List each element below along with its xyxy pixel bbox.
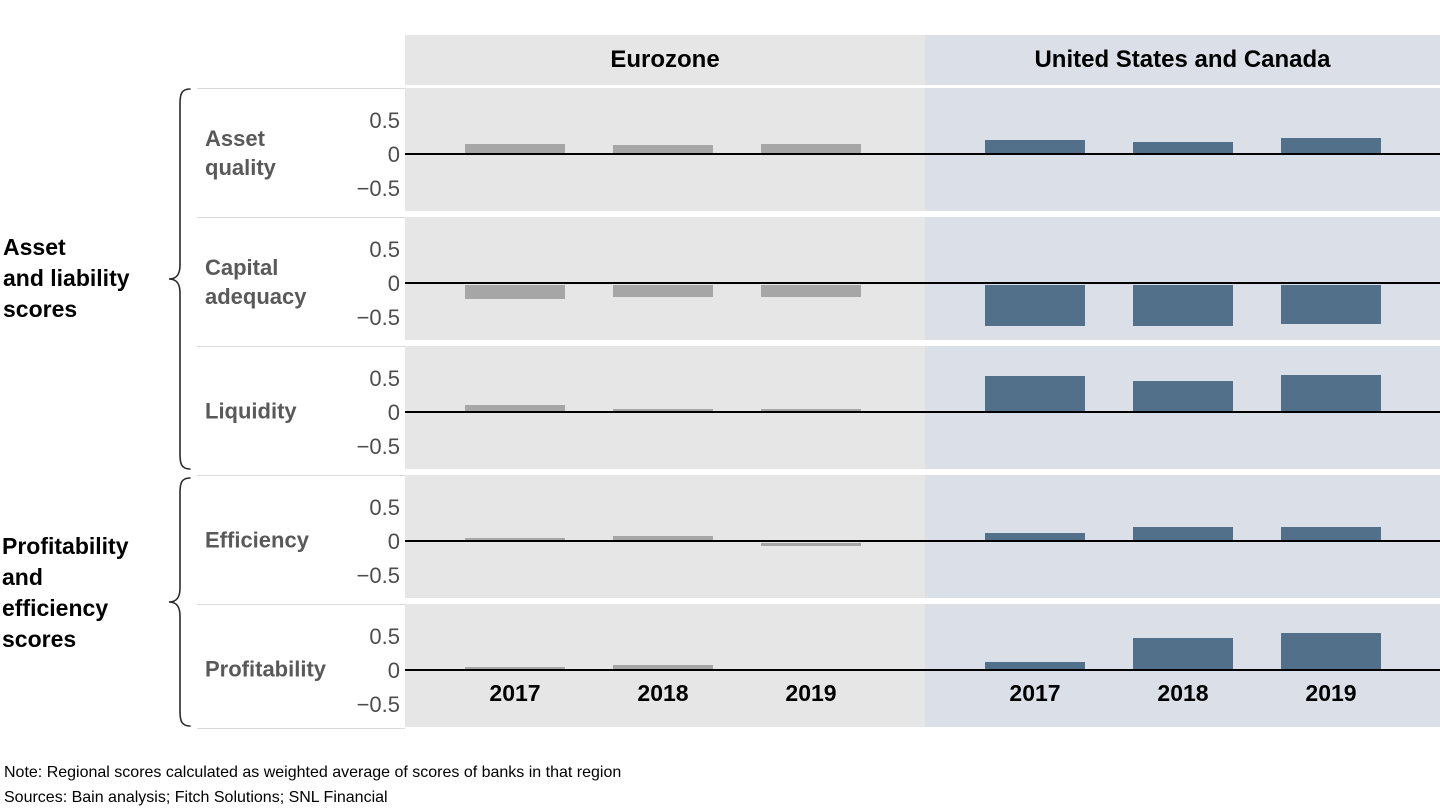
region-header-us-canada: United States and Canada [925, 35, 1440, 85]
row-label: Asset quality [205, 126, 276, 180]
y-tick-label: 0 [387, 400, 400, 425]
bar-us-canada-2019 [1281, 138, 1381, 154]
bar-us-canada-2019 [1281, 527, 1381, 541]
bar-us-canada-2017 [985, 140, 1085, 154]
bar-us-canada-2018 [1133, 527, 1233, 541]
eurozone-panel: 2017 2018 2019 [405, 604, 925, 727]
us-canada-panel [925, 217, 1440, 340]
metric-row-efficiency: Efficiency 0.5 0 −0.5 [0, 475, 1440, 599]
x-tick-year-2017: 2017 [1009, 680, 1061, 706]
eurozone-panel [405, 88, 925, 211]
curly-brace-asset-liability [168, 88, 191, 470]
group-label-asset-liability: Asset and liability scores [3, 234, 130, 322]
y-tick-label: −0.5 [356, 305, 400, 330]
zero-axis-line [405, 153, 1440, 155]
y-tick-label: 0 [387, 658, 400, 683]
row-label: Profitability [205, 656, 327, 682]
bar-us-canada-2019 [1281, 633, 1381, 670]
note-text: Note: Regional scores calculated as weig… [4, 764, 622, 781]
row-label: Efficiency [205, 527, 309, 553]
bar-us-canada-2018 [1133, 142, 1233, 154]
region-header-us-canada-label: United States and Canada [1034, 46, 1331, 73]
bar-eurozone-2018 [613, 409, 713, 412]
region-header-eurozone-label: Eurozone [610, 46, 720, 73]
y-tick-label: 0.5 [369, 624, 400, 649]
row-label: Capital adequacy [205, 255, 307, 309]
bar-eurozone-2017 [465, 144, 565, 154]
y-tick-label: 0 [387, 142, 400, 167]
bar-us-canada-2019 [1281, 375, 1381, 412]
y-tick-label: −0.5 [356, 692, 400, 717]
bar-eurozone-2017 [465, 667, 565, 670]
metric-row-asset-quality: Asset quality 0.5 0 −0.5 [0, 88, 1440, 212]
bar-eurozone-2019 [761, 285, 861, 297]
metric-row-capital-adequacy: Capital adequacy 0.5 0 −0.5 [0, 217, 1440, 341]
eurozone-panel [405, 475, 925, 598]
zero-axis-line [405, 411, 1440, 413]
bar-us-canada-2018 [1133, 381, 1233, 412]
y-tick-label: 0 [387, 529, 400, 554]
metric-row-liquidity: Liquidity 0.5 0 −0.5 [0, 346, 1440, 470]
y-tick-label: 0.5 [369, 495, 400, 520]
bar-eurozone-2018 [613, 285, 713, 297]
row-label-cell: Asset quality 0.5 0 −0.5 [197, 88, 405, 212]
y-tick-label: 0.5 [369, 237, 400, 262]
eurozone-panel [405, 346, 925, 469]
row-label-cell: Efficiency 0.5 0 −0.5 [197, 475, 405, 599]
x-tick-year-2019: 2019 [785, 680, 837, 706]
row-label: Liquidity [205, 398, 297, 424]
bar-eurozone-2017 [465, 538, 565, 541]
region-header-eurozone: Eurozone [405, 35, 925, 85]
zero-axis-line [405, 282, 1440, 284]
curly-brace-profitability-efficiency [168, 477, 191, 727]
sources-text: Sources: Bain analysis; Fitch Solutions;… [4, 789, 388, 806]
y-tick-label: −0.5 [356, 434, 400, 459]
bar-us-canada-2018 [1133, 638, 1233, 670]
row-label-cell: Capital adequacy 0.5 0 −0.5 [197, 217, 405, 341]
us-canada-panel [925, 475, 1440, 598]
x-tick-year-2018: 2018 [637, 680, 689, 706]
us-canada-panel: 2017 2018 2019 [925, 604, 1440, 727]
bar-eurozone-2019 [761, 409, 861, 412]
y-tick-label: 0.5 [369, 108, 400, 133]
bar-eurozone-2018 [613, 145, 713, 154]
bar-eurozone-2018 [613, 536, 713, 541]
y-tick-label: 0 [387, 271, 400, 296]
bar-eurozone-2017 [465, 405, 565, 412]
metric-row-profitability: Profitability 0.5 0 −0.5 2017 2018 2019 2017 201… [0, 604, 1440, 729]
group-label-profitability-efficiency: Profitability and efficiency scores [2, 533, 129, 652]
x-tick-year-2018: 2018 [1157, 680, 1209, 706]
eurozone-panel [405, 217, 925, 340]
bar-eurozone-2019 [761, 144, 861, 154]
bar-us-canada-2017 [985, 376, 1085, 412]
bar-eurozone-2018 [613, 665, 713, 670]
bar-us-canada-2018 [1133, 285, 1233, 326]
us-canada-panel [925, 88, 1440, 211]
bar-us-canada-2017 [985, 662, 1085, 670]
row-label-cell: Profitability 0.5 0 −0.5 [197, 604, 405, 729]
bar-us-canada-2017 [985, 285, 1085, 326]
zero-axis-line [405, 669, 1440, 671]
bar-eurozone-2019 [761, 543, 861, 546]
us-canada-panel [925, 346, 1440, 469]
y-tick-label: −0.5 [356, 176, 400, 201]
bar-us-canada-2019 [1281, 285, 1381, 324]
zero-axis-line [405, 540, 1440, 542]
y-tick-label: 0.5 [369, 366, 400, 391]
x-tick-year-2019: 2019 [1305, 680, 1357, 706]
x-tick-year-2017: 2017 [489, 680, 541, 706]
y-tick-label: −0.5 [356, 563, 400, 588]
bar-us-canada-2017 [985, 533, 1085, 541]
row-label-cell: Liquidity 0.5 0 −0.5 [197, 346, 405, 470]
bar-eurozone-2017 [465, 285, 565, 299]
